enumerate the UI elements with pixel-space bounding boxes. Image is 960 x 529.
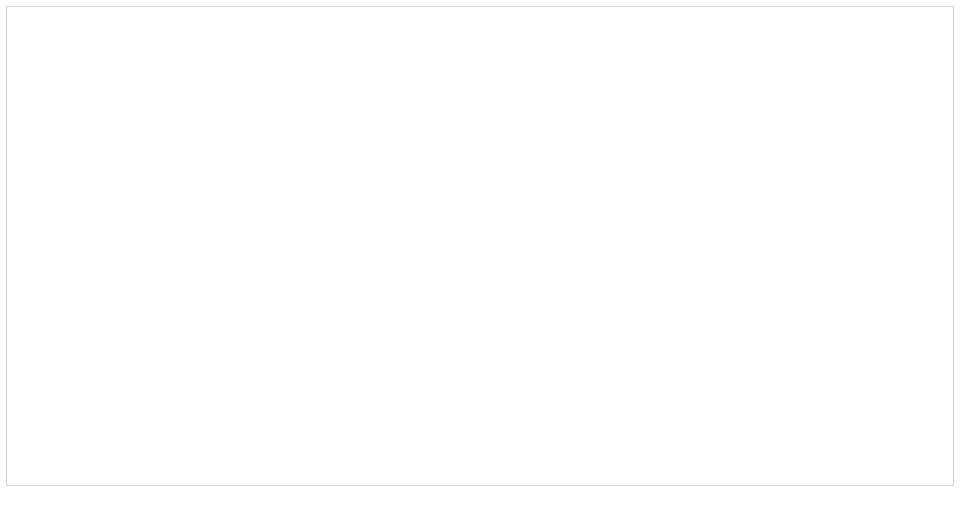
plot-area (47, 21, 953, 437)
figure-root (0, 0, 960, 529)
chart-frame (6, 6, 954, 486)
